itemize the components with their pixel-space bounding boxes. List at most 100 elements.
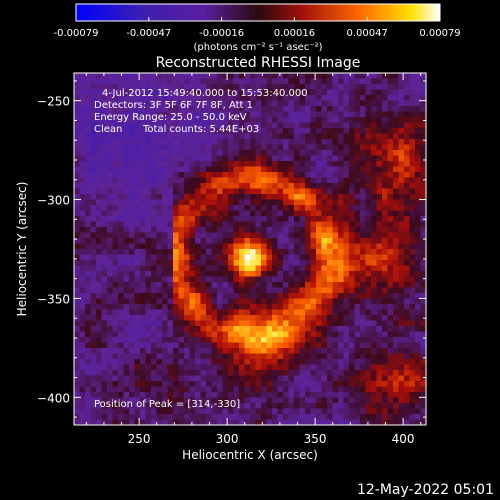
heatmap-cell	[90, 172, 97, 178]
heatmap-cell	[393, 397, 399, 404]
heatmap-cell	[123, 304, 130, 310]
heatmap-cell	[354, 161, 361, 167]
heatmap-cell	[261, 249, 267, 255]
heatmap-cell	[85, 414, 91, 420]
heatmap-cell	[239, 419, 245, 425]
heatmap-cell	[354, 128, 361, 134]
heatmap-cell	[321, 260, 328, 266]
heatmap-cell	[156, 78, 163, 85]
heatmap-cell	[129, 326, 135, 332]
heatmap-cell	[409, 216, 416, 222]
heatmap-cell	[200, 331, 207, 338]
heatmap-cell	[305, 150, 311, 156]
heatmap-cell	[382, 293, 388, 299]
heatmap-cell	[151, 106, 157, 112]
heatmap-cell	[393, 271, 399, 277]
heatmap-cell	[305, 293, 311, 299]
heatmap-cell	[321, 73, 328, 79]
heatmap-cell	[294, 210, 300, 217]
heatmap-cell	[316, 375, 322, 382]
heatmap-cell	[156, 353, 163, 360]
heatmap-cell	[343, 106, 350, 112]
heatmap-cell	[85, 397, 91, 404]
heatmap-cell	[387, 117, 394, 123]
heatmap-cell	[156, 331, 163, 338]
heatmap-cell	[101, 326, 108, 332]
heatmap-cell	[184, 287, 190, 294]
heatmap-cell	[173, 320, 179, 327]
heatmap-cell	[365, 216, 372, 222]
heatmap-cell	[107, 326, 113, 332]
heatmap-cell	[349, 254, 355, 261]
heatmap-cell	[266, 375, 273, 382]
heatmap-cell	[222, 177, 229, 184]
heatmap-cell	[151, 78, 157, 85]
heatmap-cell	[107, 249, 113, 255]
heatmap-cell	[228, 348, 234, 354]
heatmap-cell	[343, 254, 350, 261]
x-axis-label: Heliocentric X (arcsec)	[182, 448, 318, 462]
heatmap-cell	[338, 106, 344, 112]
heatmap-cell	[244, 144, 251, 151]
heatmap-cell	[299, 309, 306, 316]
heatmap-cell	[349, 304, 355, 310]
heatmap-cell	[151, 166, 157, 173]
heatmap-cell	[360, 271, 366, 277]
heatmap-cell	[195, 232, 201, 239]
heatmap-cell	[134, 276, 141, 283]
heatmap-cell	[162, 271, 168, 277]
heatmap-cell	[338, 359, 344, 365]
heatmap-cell	[332, 95, 339, 101]
heatmap-cell	[349, 95, 355, 101]
heatmap-cell	[310, 348, 317, 354]
heatmap-cell	[376, 359, 383, 365]
heatmap-cell	[376, 375, 383, 382]
heatmap-cell	[107, 73, 113, 79]
heatmap-cell	[321, 177, 328, 184]
heatmap-cell	[162, 381, 168, 387]
heatmap-cell	[178, 133, 185, 140]
heatmap-cell	[283, 216, 289, 222]
heatmap-cell	[228, 205, 234, 211]
heatmap-cell	[79, 238, 86, 244]
heatmap-cell	[250, 342, 256, 349]
heatmap-cell	[200, 122, 207, 129]
heatmap-cell	[217, 370, 223, 376]
heatmap-cell	[393, 298, 399, 305]
heatmap-cell	[349, 419, 355, 425]
heatmap-cell	[261, 315, 267, 321]
heatmap-cell	[189, 408, 196, 415]
heatmap-cell	[354, 375, 361, 382]
heatmap-cell	[228, 177, 234, 184]
heatmap-cell	[167, 205, 174, 211]
heatmap-cell	[239, 111, 245, 118]
heatmap-cell	[244, 221, 251, 228]
heatmap-cell	[140, 150, 146, 156]
heatmap-cell	[272, 249, 278, 255]
heatmap-cell	[409, 353, 416, 360]
heatmap-cell	[167, 265, 174, 272]
heatmap-cell	[156, 419, 163, 425]
heatmap-cell	[178, 183, 185, 189]
heatmap-cell	[118, 381, 124, 387]
heatmap-cell	[415, 282, 421, 288]
heatmap-cell	[233, 414, 240, 420]
heatmap-cell	[349, 221, 355, 228]
heatmap-cell	[310, 309, 317, 316]
heatmap-cell	[327, 375, 333, 382]
heatmap-cell	[327, 128, 333, 134]
heatmap-cell	[222, 188, 229, 195]
heatmap-cell	[217, 419, 223, 425]
heatmap-cell	[255, 386, 262, 393]
heatmap-cell	[206, 161, 212, 167]
heatmap-cell	[349, 117, 355, 123]
heatmap-cell	[134, 348, 141, 354]
heatmap-cell	[217, 403, 223, 409]
heatmap-cell	[239, 304, 245, 310]
heatmap-cell	[118, 73, 124, 79]
heatmap-cell	[349, 309, 355, 316]
heatmap-cell	[145, 298, 152, 305]
heatmap-cell	[255, 271, 262, 277]
heatmap-cell	[222, 353, 229, 360]
heatmap-cell	[272, 73, 278, 79]
